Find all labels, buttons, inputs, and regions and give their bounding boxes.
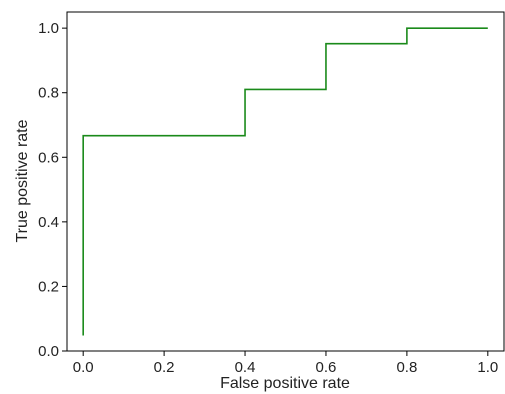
y-tick-label: 0.0 <box>38 343 59 360</box>
y-tick-label: 0.4 <box>38 214 59 231</box>
y-tick-label: 1.0 <box>38 20 59 37</box>
x-tick-label: 1.0 <box>477 359 498 376</box>
x-tick-label: 0.8 <box>396 359 417 376</box>
y-axis-ticks: 0.0 0.2 0.4 0.6 0.8 1.0 <box>38 20 67 360</box>
y-tick-label: 0.8 <box>38 85 59 102</box>
plot-area <box>66 11 505 352</box>
x-axis-label: False positive rate <box>220 375 350 392</box>
x-axis-ticks: 0.0 0.2 0.4 0.6 0.8 1.0 <box>73 351 498 376</box>
y-tick-label: 0.6 <box>38 149 59 166</box>
x-tick-label: 0.0 <box>73 359 94 376</box>
roc-curve-line <box>82 27 488 336</box>
series-layer <box>82 27 488 336</box>
x-tick-label: 0.6 <box>316 359 337 376</box>
y-tick-label: 0.2 <box>38 278 59 295</box>
x-tick-label: 0.2 <box>154 359 175 376</box>
x-tick-label: 0.4 <box>235 359 256 376</box>
y-axis-label: True positive rate <box>14 119 31 242</box>
